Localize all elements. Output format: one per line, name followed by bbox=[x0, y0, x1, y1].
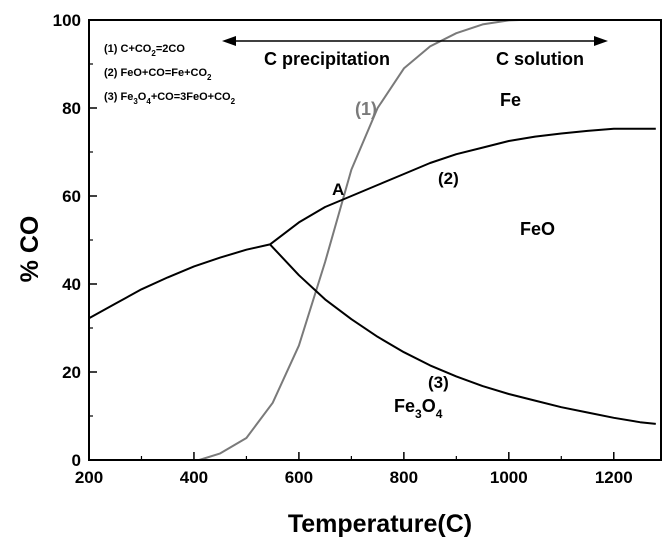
series-line-4 bbox=[88, 243, 271, 320]
y-tick-label: 80 bbox=[62, 99, 81, 118]
x-tick-label: 400 bbox=[180, 468, 208, 487]
legend: (1) C+CO2=2CO (2) FeO+CO=Fe+CO2 (3) Fe3O… bbox=[104, 43, 236, 106]
arrow-head-right bbox=[594, 36, 608, 46]
y-axis-title: % CO bbox=[16, 216, 44, 283]
carbon-arrow bbox=[222, 36, 608, 46]
legend-item-1: (1) C+CO2=2CO bbox=[104, 43, 185, 58]
x-tick-label: 800 bbox=[390, 468, 418, 487]
y-tick-label: 60 bbox=[62, 187, 81, 206]
ticks: 200 400 600 800 1000 1200 0 20 40 60 80 100 bbox=[53, 11, 633, 487]
x-axis-title: Temperature(C) bbox=[288, 510, 472, 538]
x-tick-label: 200 bbox=[75, 468, 103, 487]
plot-frame bbox=[88, 19, 662, 461]
curve-3-label: (3) bbox=[428, 373, 449, 392]
legend-item-2: (2) FeO+CO=Fe+CO2 bbox=[104, 67, 212, 82]
y-tick-label: 100 bbox=[53, 11, 81, 30]
fe-region-label: Fe bbox=[500, 90, 521, 110]
x-tick-label: 1200 bbox=[595, 468, 633, 487]
arrow-head-left bbox=[222, 36, 236, 46]
plot-lines bbox=[88, 19, 656, 461]
c-precipitation-label: C precipitation bbox=[264, 49, 390, 69]
series-line-3 bbox=[269, 243, 656, 425]
series-line-1 bbox=[198, 19, 520, 461]
y-tick-label: 40 bbox=[62, 275, 81, 294]
y-tick-label: 0 bbox=[72, 451, 81, 470]
legend-item-3: (3) Fe3O4+CO=3FeO+CO2 bbox=[104, 91, 236, 106]
point-a-label: A bbox=[332, 180, 344, 199]
y-tick-label: 20 bbox=[62, 363, 81, 382]
x-tick-label: 1000 bbox=[490, 468, 528, 487]
c-solution-label: C solution bbox=[496, 49, 584, 69]
x-tick-label: 600 bbox=[285, 468, 313, 487]
fe3o4-region-label: Fe3O4 bbox=[394, 396, 443, 421]
curve-1-label: (1) bbox=[355, 99, 377, 119]
series-line-2 bbox=[269, 127, 656, 246]
feo-region-label: FeO bbox=[520, 219, 555, 239]
curve-2-label: (2) bbox=[438, 169, 459, 188]
